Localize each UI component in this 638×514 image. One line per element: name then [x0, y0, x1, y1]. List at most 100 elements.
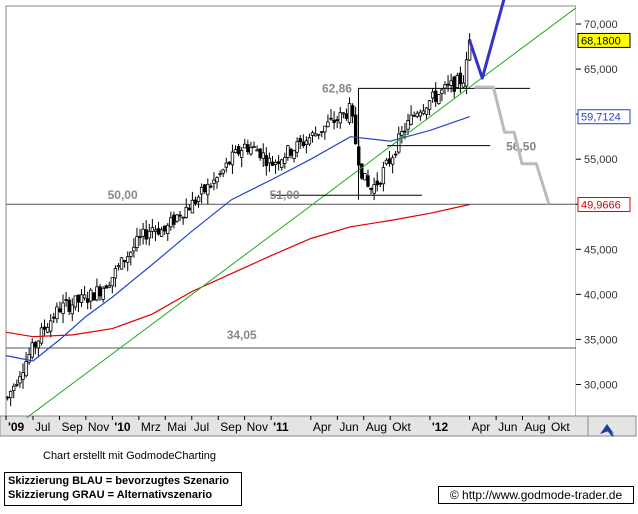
price-label: 59,7124	[581, 112, 621, 124]
candle-body	[258, 148, 262, 159]
candle-body	[61, 302, 65, 314]
candle-body	[67, 299, 71, 312]
x-tick-label: Aug	[366, 420, 387, 434]
y-tick-label: 55,000	[584, 154, 618, 166]
candle-body	[304, 140, 309, 146]
price-label: 68,1800	[581, 35, 621, 47]
candle-body	[246, 144, 250, 153]
candle-body	[341, 112, 346, 115]
navigate-icon[interactable]	[594, 420, 620, 438]
candle-body	[249, 147, 253, 155]
level-label: 51,00	[270, 188, 300, 202]
candle-body	[390, 157, 395, 165]
candle-body	[298, 138, 302, 143]
candle-body	[400, 131, 404, 136]
y-tick-label: 35,000	[584, 334, 618, 346]
candle-body	[230, 151, 235, 166]
candle-body	[85, 298, 90, 303]
candle-body	[440, 89, 444, 94]
candle-body	[430, 91, 435, 99]
candle-body	[393, 153, 398, 156]
x-tick-label: '12	[432, 420, 449, 434]
candle-body	[267, 157, 272, 164]
candle-body	[15, 384, 19, 386]
candle-body	[58, 308, 62, 313]
candle-body	[276, 161, 281, 164]
candle-body	[236, 146, 241, 155]
candle-body	[166, 224, 170, 234]
candle-body	[110, 277, 115, 287]
candle-body	[218, 173, 222, 176]
candle-body	[42, 326, 47, 330]
candle-body	[55, 306, 59, 320]
candle-body	[360, 163, 364, 179]
candle-body	[45, 327, 50, 333]
candle-body	[187, 207, 192, 211]
series-line	[5, 203, 470, 338]
candle-body	[301, 141, 305, 147]
candle-body	[273, 162, 278, 165]
source-url[interactable]: © http://www.godmode-trader.de	[438, 486, 634, 504]
level-label: 50,00	[108, 188, 138, 202]
candle-body	[378, 182, 382, 185]
candle-body	[381, 167, 386, 185]
candle-body	[52, 316, 56, 319]
candle-body	[307, 137, 312, 145]
x-tick-label: Jul	[194, 420, 209, 434]
scenario-grey-path	[474, 85, 551, 205]
candle-body	[203, 184, 207, 193]
candle-body	[8, 390, 13, 398]
candle-body	[461, 82, 466, 88]
x-tick-label: Apr	[313, 420, 332, 434]
candle-body	[264, 155, 269, 167]
candle-body	[49, 320, 53, 332]
candle-body	[280, 159, 284, 168]
candle-body	[384, 159, 389, 165]
candle-body	[283, 157, 287, 164]
candle-body	[347, 103, 352, 123]
candle-body	[101, 287, 105, 300]
series-line	[26, 7, 577, 419]
candle-body	[156, 228, 161, 235]
candle-body	[289, 148, 293, 156]
candle-body	[119, 257, 124, 270]
legend-blue-scenario: Skizzierung BLAU = bevorzugtes Szenario	[8, 475, 229, 487]
x-tick-label: Sep	[220, 420, 242, 434]
candle-body	[64, 299, 68, 301]
candle-body	[122, 259, 127, 263]
candle-body	[12, 385, 16, 392]
candle-body	[458, 72, 463, 85]
candle-body	[227, 161, 232, 165]
candle-body	[233, 149, 238, 153]
candle-body	[153, 229, 158, 232]
y-tick-label: 45,000	[584, 244, 618, 256]
candle-body	[403, 130, 407, 133]
candle-body	[415, 112, 419, 117]
x-tick-label: '09	[8, 420, 25, 434]
candle-body	[286, 145, 290, 158]
candle-body	[406, 120, 410, 130]
candle-body	[196, 196, 201, 202]
candle-body	[443, 84, 447, 89]
candle-body	[239, 150, 244, 158]
candle-body	[95, 286, 99, 301]
candle-body	[421, 110, 426, 114]
candles	[5, 33, 472, 407]
candle-body	[418, 111, 423, 117]
candle-body	[270, 161, 275, 166]
candle-body	[329, 117, 333, 120]
x-tick-label: Okt	[551, 420, 570, 434]
candle-body	[224, 162, 228, 168]
x-tick-label: Okt	[392, 420, 411, 434]
candle-body	[372, 184, 376, 194]
candle-body	[172, 214, 176, 225]
x-tick-label: Mai	[167, 420, 186, 434]
price-label-box	[577, 32, 631, 48]
candle-body	[363, 173, 367, 181]
candle-body	[113, 268, 118, 279]
candle-body	[437, 94, 441, 105]
candle-body	[252, 146, 256, 148]
candle-body	[98, 286, 102, 297]
level-label: 62,86	[322, 81, 352, 95]
candle-body	[243, 143, 247, 149]
